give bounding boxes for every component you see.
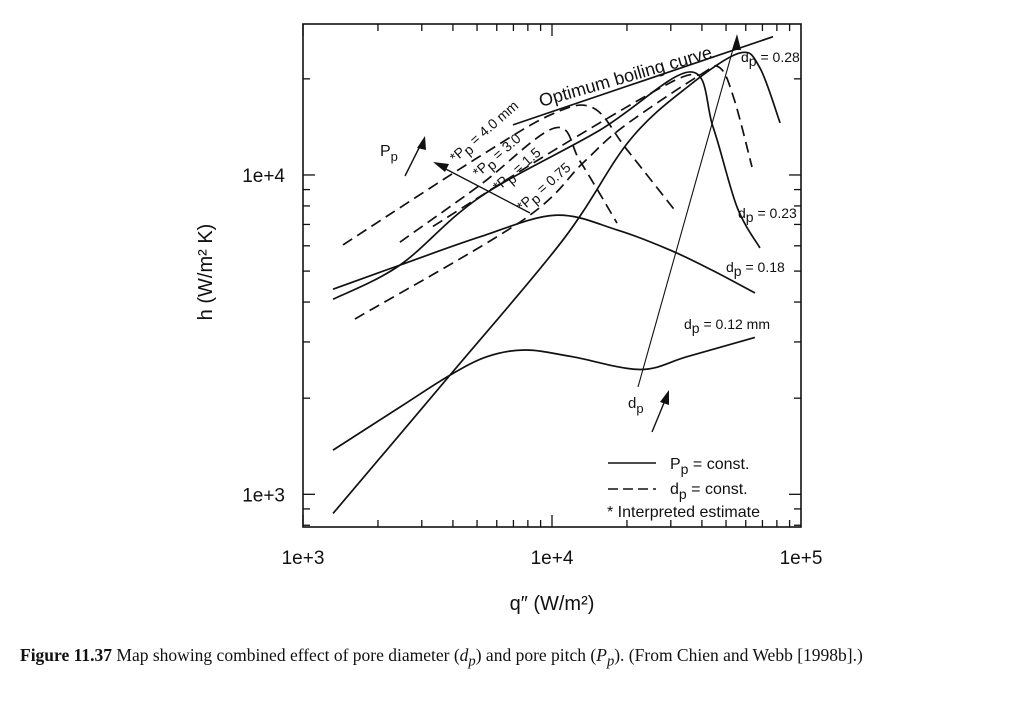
curves <box>332 35 781 515</box>
x-tick-label: 1e+4 <box>531 548 574 569</box>
caption-dp: d <box>459 645 469 665</box>
series-label-3: dp = 0.28 <box>741 49 800 69</box>
curve-labels: dp = 0.12 mm dp = 0.18 dp = 0.23 dp = 0.28 *… <box>446 42 800 336</box>
pp-direction-arrowhead <box>433 162 449 172</box>
axis-ticks <box>302 24 801 527</box>
series-label-2: dp = 0.23 <box>738 205 797 225</box>
series-line-1 <box>332 214 756 294</box>
series-line-6 <box>432 73 701 228</box>
dp-direction-arrowhead <box>732 34 741 50</box>
caption-text-2: ) and pore pitch ( <box>475 645 597 665</box>
y-axis-label: h (W/m² K) <box>195 224 217 321</box>
annotations: Pp dp <box>380 34 741 433</box>
x-axis-label: q″ (W/m²) <box>510 593 595 615</box>
series-line-4 <box>342 104 678 246</box>
legend: Pp = const. dp = const. * Interpreted es… <box>607 456 760 521</box>
caption-label: Figure 11.37 <box>20 645 113 665</box>
dp-arrow-label: dp <box>628 395 644 416</box>
pp-direction-arrow-line <box>439 165 531 214</box>
y-tick-label: 1e+4 <box>242 166 285 187</box>
series-line-0 <box>332 336 756 451</box>
figure-caption: Figure 11.37 Map showing combined effect… <box>20 644 1000 673</box>
series-line-5 <box>399 126 618 243</box>
caption-text: Map showing combined effect of pore diam… <box>112 645 460 665</box>
series-line-8 <box>512 35 774 126</box>
caption-pp-sub: p <box>606 653 615 670</box>
caption-pp: P <box>596 645 607 665</box>
tick-labels: 1e+3 1e+4 1e+5 1e+3 1e+4 <box>242 166 822 569</box>
series-label-0: dp = 0.12 mm <box>684 316 770 336</box>
dp-arrow-line <box>651 397 667 433</box>
y-tick-label: 1e+3 <box>242 485 285 506</box>
pp-arrow-label: Pp <box>380 143 398 164</box>
pp-arrowhead-icon <box>417 136 426 150</box>
series-line-7 <box>354 64 753 320</box>
dp-direction-arrow-line <box>637 41 736 388</box>
caption-text-3: ). (From Chien and Webb [1998b].) <box>614 645 863 665</box>
dp-arrowhead-icon <box>660 390 669 405</box>
legend-note: * Interpreted estimate <box>607 504 760 521</box>
series-label-6: *Pp = 1.5 <box>489 144 546 197</box>
series-line-2 <box>332 71 761 301</box>
x-tick-label: 1e+3 <box>282 548 325 569</box>
legend-item-solid: Pp = const. <box>670 456 749 477</box>
caption-dp-sub: p <box>468 653 476 670</box>
legend-item-dashed: dp = const. <box>670 481 748 502</box>
series-label-1: dp = 0.18 <box>726 259 785 279</box>
x-tick-label: 1e+5 <box>780 548 823 569</box>
series-label-8: Optimum boiling curve <box>537 42 715 111</box>
